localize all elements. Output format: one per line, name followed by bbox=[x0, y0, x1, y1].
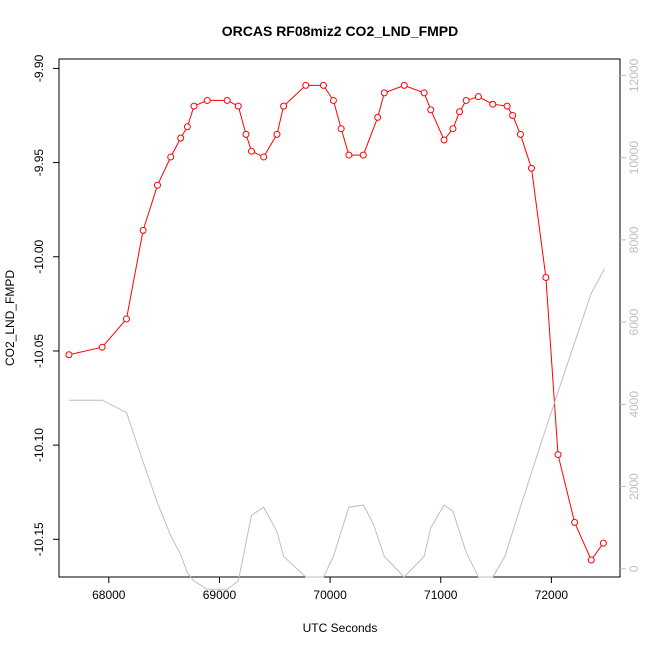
data-point bbox=[65, 351, 73, 359]
y-tick-label: -10.00 bbox=[32, 239, 46, 273]
data-point bbox=[503, 102, 511, 110]
data-point bbox=[380, 89, 388, 97]
data-point bbox=[474, 93, 482, 101]
plot-frame bbox=[58, 58, 621, 578]
y2-tick-label: 4000 bbox=[627, 391, 641, 418]
data-point bbox=[122, 315, 130, 323]
data-point bbox=[337, 125, 345, 133]
x-tick-label: 68000 bbox=[92, 588, 126, 602]
chart-title: ORCAS RF08miz2 CO2_LND_FMPD bbox=[222, 23, 459, 39]
y-tick-label: -9.90 bbox=[32, 54, 46, 82]
x-axis: 68000 69000 70000 71000 72000 bbox=[92, 577, 568, 602]
x-axis-label: UTC Seconds bbox=[303, 621, 378, 635]
data-point bbox=[139, 226, 147, 234]
y-tick-label: -10.15 bbox=[32, 522, 46, 556]
y-tick-label: -9.95 bbox=[32, 149, 46, 177]
data-point bbox=[153, 181, 161, 189]
y2-tick-label: 10000 bbox=[627, 141, 641, 175]
y-axis-label: CO2_LND_FMPD bbox=[3, 270, 17, 366]
series-layer bbox=[65, 81, 607, 590]
x-tick-label: 70000 bbox=[313, 588, 347, 602]
data-point bbox=[516, 130, 524, 138]
x-tick-label: 71000 bbox=[424, 588, 458, 602]
data-point bbox=[571, 518, 579, 526]
data-point bbox=[167, 153, 175, 161]
y2-tick-label: 0 bbox=[627, 565, 641, 572]
data-point bbox=[374, 113, 382, 121]
y2-tick-label: 2000 bbox=[627, 473, 641, 500]
data-point bbox=[345, 151, 353, 159]
data-point bbox=[359, 151, 367, 159]
data-point bbox=[98, 343, 106, 351]
data-point bbox=[242, 130, 250, 138]
data-point bbox=[509, 112, 517, 120]
data-point bbox=[462, 96, 470, 104]
y-tick-label: -10.05 bbox=[32, 334, 46, 368]
data-point bbox=[400, 81, 408, 89]
data-point bbox=[190, 102, 198, 110]
data-point bbox=[223, 96, 231, 104]
y-axis-left: -9.90 -9.95 -10.00 -10.05 -10.10 -10.15 bbox=[32, 54, 59, 556]
data-point bbox=[203, 96, 211, 104]
data-point bbox=[542, 274, 550, 282]
data-point bbox=[527, 164, 535, 172]
data-point bbox=[302, 81, 310, 89]
y2-tick-label: 12000 bbox=[627, 58, 641, 92]
data-point bbox=[599, 539, 607, 547]
y2-tick-label: 6000 bbox=[627, 308, 641, 335]
data-point bbox=[489, 100, 497, 108]
data-point bbox=[449, 125, 457, 133]
data-point bbox=[329, 96, 337, 104]
data-point bbox=[554, 451, 562, 459]
data-point bbox=[183, 123, 191, 131]
data-point bbox=[319, 81, 327, 89]
x-tick-label: 72000 bbox=[535, 588, 569, 602]
data-point bbox=[273, 130, 281, 138]
series-line-secondary bbox=[69, 268, 605, 590]
data-point bbox=[260, 153, 268, 161]
data-point bbox=[234, 102, 242, 110]
y-tick-label: -10.10 bbox=[32, 428, 46, 462]
data-point bbox=[248, 147, 256, 155]
data-point bbox=[456, 108, 464, 116]
data-point bbox=[420, 89, 428, 97]
y-axis-right: 0 2000 4000 6000 8000 10000 12000 bbox=[620, 58, 641, 572]
data-point bbox=[440, 136, 448, 144]
data-point bbox=[427, 106, 435, 114]
data-point bbox=[587, 556, 595, 564]
y2-tick-label: 8000 bbox=[627, 226, 641, 253]
data-point bbox=[280, 102, 288, 110]
data-point bbox=[177, 134, 185, 142]
x-tick-label: 69000 bbox=[203, 588, 237, 602]
